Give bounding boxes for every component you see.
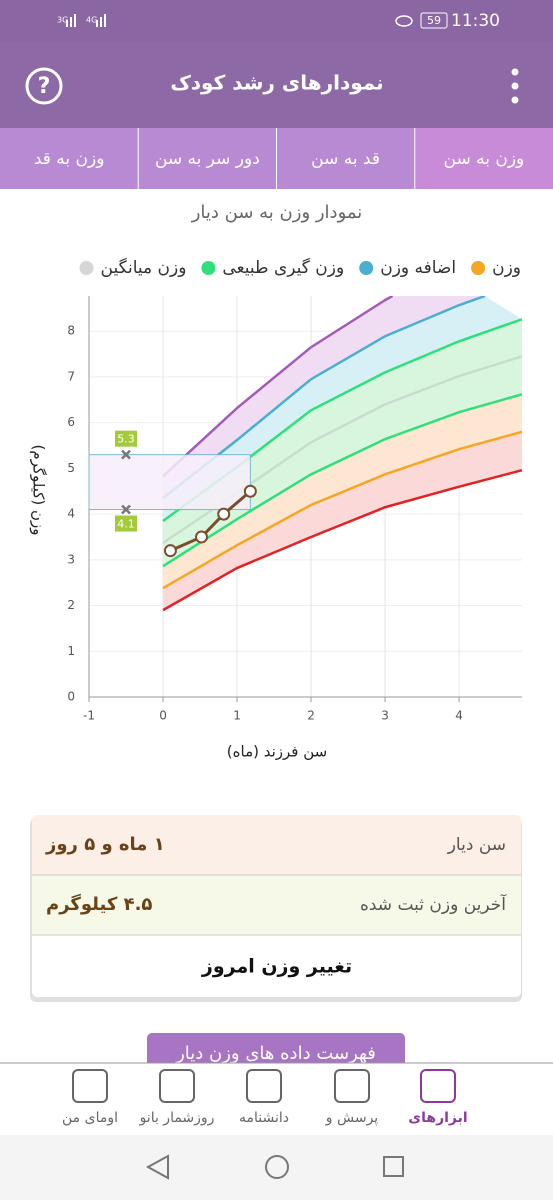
chart-title: نمودار وزن به سن دیار — [191, 202, 363, 223]
child-weight-point — [195, 530, 209, 544]
legend-swatch — [359, 261, 374, 275]
child-weight-point — [217, 507, 231, 521]
tab[interactable] — [414, 128, 553, 189]
legend-label: وزن — [492, 258, 521, 278]
child-weight-point — [243, 484, 257, 498]
percentile-band — [163, 356, 522, 567]
back-button[interactable] — [145, 1154, 169, 1180]
range-marker — [121, 449, 131, 460]
x-tick-label: 2 — [307, 709, 315, 723]
nav-icon[interactable] — [420, 1069, 456, 1103]
range-label: 4.1 — [117, 518, 135, 531]
range-box — [88, 454, 251, 511]
percentile-band — [163, 431, 522, 611]
info-value: ۱ ماه و ۵ روز — [45, 834, 165, 855]
legend-swatch — [201, 261, 216, 275]
battery: 59 — [427, 14, 441, 27]
y-axis-label: وزن (کیلوگرم) — [30, 444, 48, 535]
info-value: ۴.۵ کیلوگرم — [46, 893, 152, 915]
range-marker — [121, 504, 131, 515]
bottom-nav — [0, 1063, 553, 1135]
clock: 11:30 — [451, 11, 500, 31]
status-bar — [0, 0, 553, 42]
legend-swatch — [471, 261, 486, 275]
system-nav — [0, 1135, 553, 1200]
home-button[interactable] — [265, 1155, 289, 1179]
list-button-label[interactable]: فهرست داده های وزن دیار — [175, 1043, 376, 1064]
y-tick-label: 2 — [67, 598, 75, 612]
nav-label[interactable]: اومای من — [62, 1110, 118, 1126]
battery-icon — [420, 12, 448, 29]
percentile-line — [162, 430, 522, 590]
legend-label: وزن گیری طبیعی — [222, 257, 344, 278]
nav-label[interactable]: پرسش و — [325, 1110, 379, 1126]
y-tick-label: 1 — [67, 644, 75, 658]
nav-label[interactable]: ابزارهای — [408, 1110, 467, 1126]
child-weight-point — [163, 544, 177, 558]
legend-label: اضافه وزن — [380, 258, 456, 278]
tab-label[interactable]: قد به سن — [311, 149, 380, 169]
signal-1: 3G — [57, 16, 68, 25]
info-label: سن دیار — [447, 835, 506, 855]
percentile-line — [162, 296, 394, 478]
eye-icon — [395, 15, 413, 27]
nav-icon[interactable] — [72, 1069, 108, 1103]
recents-button[interactable] — [383, 1156, 404, 1177]
percentile-line — [162, 468, 522, 612]
plot — [162, 296, 522, 612]
page-title: نمودارهای رشد کودک — [170, 71, 383, 95]
legend-label: وزن میانگین — [101, 257, 187, 278]
x-tick-label: 1 — [233, 709, 241, 723]
tab-label[interactable]: وزن به سن — [444, 149, 525, 169]
nav-icon[interactable] — [246, 1069, 282, 1103]
change-weight-button[interactable]: تغییر وزن امروز — [201, 956, 352, 978]
range-label: 5.3 — [117, 433, 135, 446]
nav-icon[interactable] — [334, 1069, 370, 1103]
x-tick-label: 4 — [455, 709, 463, 723]
tab[interactable] — [0, 128, 139, 189]
tab-label[interactable]: وزن به قد — [34, 149, 105, 169]
menu-button[interactable] — [511, 68, 519, 104]
y-tick-label: 3 — [67, 552, 75, 566]
x-tick-label: 0 — [159, 709, 167, 723]
svg-text:?: ? — [38, 74, 51, 99]
y-tick-label: 7 — [67, 369, 75, 383]
tab-label[interactable]: دور سر به سن — [155, 149, 260, 169]
range-label-box — [115, 430, 138, 447]
percentile-line — [162, 296, 486, 500]
tab[interactable] — [276, 128, 415, 189]
y-tick-label: 6 — [67, 415, 75, 429]
x-axis-label: سن فرزند (ماه) — [227, 743, 327, 761]
y-tick-label: 5 — [67, 461, 75, 475]
x-tick-label: 3 — [381, 709, 389, 723]
y-tick-label: 4 — [67, 507, 75, 521]
y-tick-label: 0 — [67, 690, 75, 704]
signal-2: 4G — [86, 16, 97, 25]
nav-icon[interactable] — [159, 1069, 195, 1103]
percentile-band — [163, 319, 522, 543]
y-tick-label: 8 — [67, 324, 75, 338]
nav-label[interactable]: دانشنامه — [239, 1110, 289, 1126]
x-tick-label: -1 — [83, 709, 95, 723]
child-weight-line — [169, 490, 252, 553]
info-label: آخرین وزن ثبت شده — [360, 893, 507, 915]
legend-swatch — [79, 261, 94, 275]
tab[interactable] — [138, 128, 277, 189]
help-button[interactable]: ? — [25, 67, 63, 105]
range-label-box — [115, 515, 138, 532]
nav-label[interactable]: روزشمار بانو — [139, 1110, 215, 1126]
signal-bars — [66, 14, 106, 27]
info-card — [30, 815, 522, 1002]
percentile-line — [162, 393, 522, 568]
